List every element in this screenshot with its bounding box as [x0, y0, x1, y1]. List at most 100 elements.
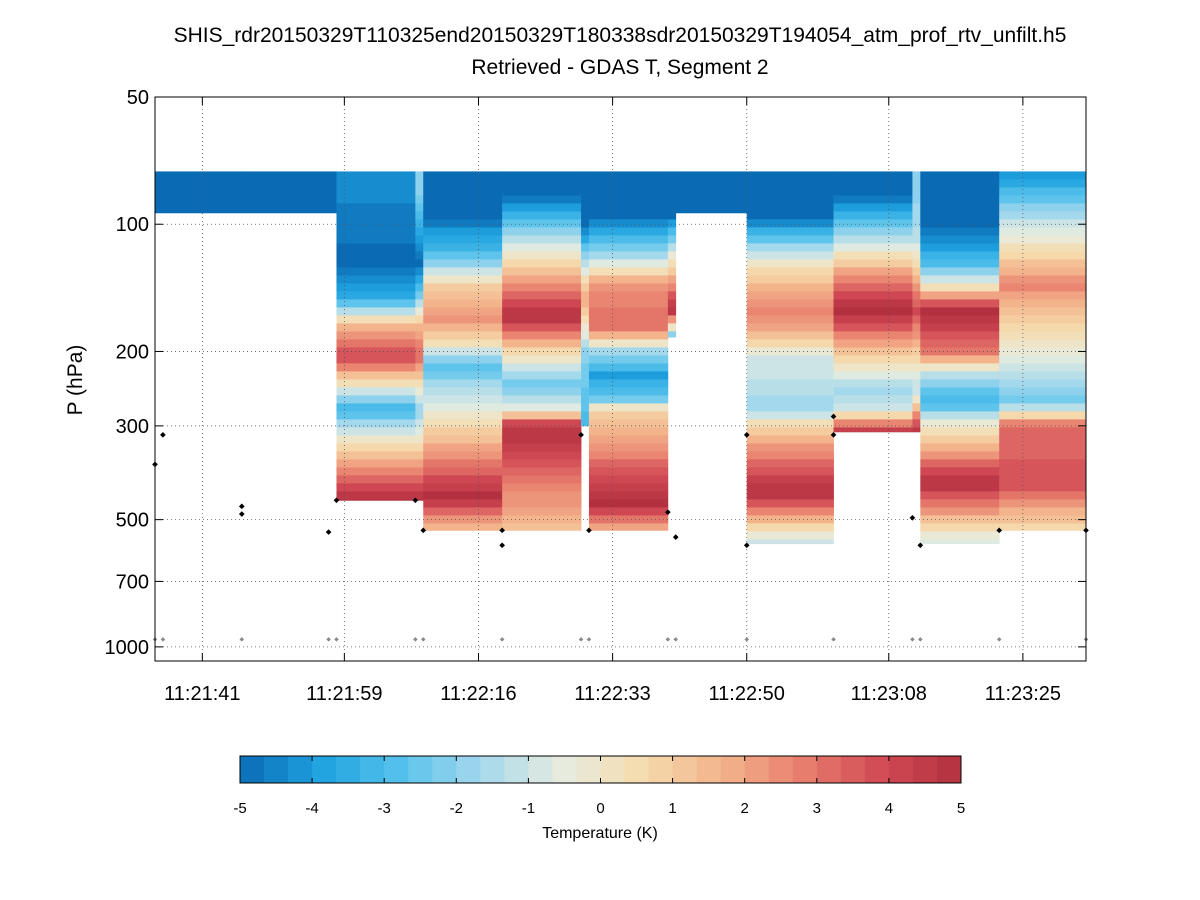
heatmap-cell-12 — [912, 347, 921, 356]
heatmap-cell-10 — [746, 235, 834, 244]
x-tick-label: 11:22:50 — [709, 683, 785, 705]
heatmap-cell-3 — [415, 171, 424, 180]
heatmap-cell-6 — [581, 227, 590, 236]
heatmap-cell-6 — [581, 339, 590, 348]
heatmap-cell-4 — [423, 243, 503, 252]
heatmap-cell-5 — [502, 243, 582, 252]
heatmap-cell-12 — [912, 299, 921, 308]
heatmap-cell-3 — [415, 235, 424, 244]
colorbar-ticks: -5 -4 -3 -2 -1 0 1 2 3 4 5 — [233, 756, 965, 817]
heatmap-cell-3 — [415, 259, 424, 268]
heatmap-cell-6 — [581, 187, 590, 196]
heatmap-cell-7 — [588, 171, 669, 180]
heatmap-cell-7 — [588, 395, 669, 404]
heatmap-cell-4 — [423, 187, 503, 196]
heatmap-cell-3 — [415, 219, 424, 228]
heatmap-cell-3 — [415, 403, 424, 412]
heatmap-cell-5 — [502, 451, 582, 460]
heatmap-cell-4 — [423, 299, 503, 308]
marker-black — [499, 542, 505, 549]
heatmap-cell-10 — [746, 299, 834, 308]
heatmap-cell-13 — [920, 283, 1000, 292]
heatmap-cell-8 — [667, 283, 677, 292]
heatmap-cell-3 — [415, 203, 424, 212]
heatmap-cell-9 — [675, 195, 748, 204]
heatmap-cell-14 — [999, 427, 1087, 436]
heatmap-cell-4 — [423, 363, 503, 372]
heatmap-cell-7 — [588, 315, 669, 324]
heatmap-cell-11 — [833, 171, 913, 180]
heatmap-cell-13 — [920, 331, 1000, 340]
heatmap-cell-7 — [588, 251, 669, 260]
heatmap-cell-6 — [581, 403, 590, 412]
heatmap-cell-10 — [746, 339, 834, 348]
heatmap-cell-11 — [833, 339, 913, 348]
heatmap-cell-2 — [336, 403, 416, 412]
heatmap-cell-2 — [336, 203, 416, 212]
heatmap-cell-12 — [912, 379, 921, 388]
heatmap-cell-4 — [423, 355, 503, 364]
heatmap-cell-8 — [667, 227, 677, 236]
colorbar-swatch — [600, 756, 625, 783]
heatmap-cell-11 — [833, 315, 913, 324]
heatmap-cell-3 — [415, 331, 424, 340]
heatmap-cell-11 — [833, 211, 913, 220]
heatmap-cell-2 — [336, 171, 416, 180]
heatmap-cell-6 — [581, 275, 590, 284]
heatmap-cell-2 — [336, 323, 416, 332]
heatmap-cell-14 — [999, 299, 1087, 308]
heatmap-cell-10 — [746, 291, 834, 300]
heatmap-cell-14 — [999, 323, 1087, 332]
heatmap-cell-12 — [912, 403, 921, 412]
heatmap-cell-4 — [423, 387, 503, 396]
heatmap-cell-13 — [920, 539, 1000, 545]
colorbar-swatch — [816, 756, 842, 783]
colorbar-swatch — [864, 756, 890, 783]
heatmap-cell-12 — [912, 387, 921, 396]
heatmap-cell-5 — [502, 339, 582, 348]
heatmap-cell-6 — [581, 243, 590, 252]
heatmap-cell-13 — [920, 443, 1000, 452]
colorbar-swatch — [408, 756, 433, 783]
heatmap-cell-5 — [502, 195, 582, 204]
heatmap-cell-10 — [746, 459, 834, 468]
heatmap-cell-11 — [833, 427, 913, 433]
heatmap-cell-4 — [423, 435, 503, 444]
heatmap-cell-2 — [336, 243, 416, 252]
heatmap-cell-14 — [999, 187, 1087, 196]
colorbar-swatch — [792, 756, 818, 783]
heatmap-cell-8 — [667, 179, 677, 188]
marker-black — [917, 542, 924, 549]
heatmap-cell-12 — [912, 195, 921, 204]
colorbar-swatch — [744, 756, 770, 783]
heatmap-cell-5 — [502, 211, 582, 220]
heatmap-cell-5 — [502, 355, 582, 364]
heatmap-cell-5 — [502, 515, 582, 524]
heatmap-cell-8 — [667, 219, 677, 228]
heatmap-cell-3 — [415, 187, 424, 196]
heatmap-cell-6 — [581, 411, 590, 420]
heatmap-cell-10 — [746, 499, 834, 508]
heatmap-cell-2 — [336, 355, 416, 364]
heatmap-cell-10 — [746, 323, 834, 332]
heatmap-cell-10 — [746, 523, 834, 532]
colorbar-swatch — [912, 756, 938, 783]
heatmap-cell-6 — [581, 331, 590, 340]
heatmap-cell-7 — [588, 435, 669, 444]
heatmap-cell-11 — [833, 299, 913, 308]
heatmap-cell-6 — [581, 211, 590, 220]
heatmap-cell-4 — [423, 275, 503, 284]
heatmap-cell-2 — [336, 467, 416, 476]
heatmap-cell-14 — [999, 523, 1087, 531]
y-axis-ticks: 50 100 200 300 500 700 1000 — [105, 87, 1086, 659]
heatmap-cell-5 — [502, 283, 582, 292]
heatmap-cell-6 — [581, 387, 590, 396]
heatmap-cell-1 — [241, 203, 337, 212]
colorbar-swatch — [768, 756, 794, 783]
heatmap-cell-5 — [502, 251, 582, 260]
heatmap-cell-4 — [423, 259, 503, 268]
heatmap-cell-2 — [336, 259, 416, 268]
heatmap-cell-13 — [920, 291, 1000, 300]
heatmap-cell-13 — [920, 379, 1000, 388]
heatmap-cell-14 — [999, 251, 1087, 260]
